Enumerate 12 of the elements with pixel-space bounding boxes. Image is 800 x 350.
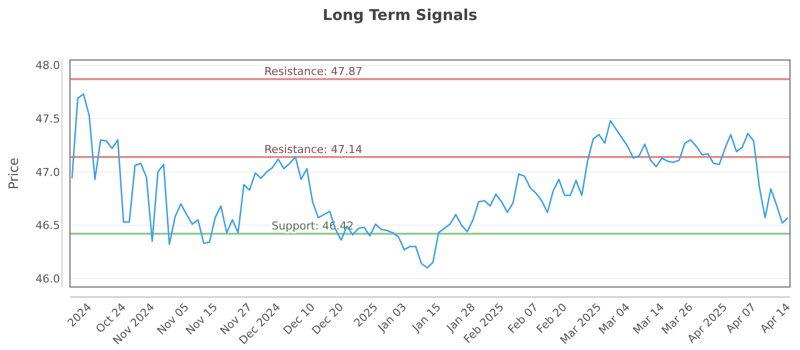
ref-line-label: Resistance: 47.87	[264, 65, 362, 78]
x-tick-label: Apr 14	[758, 300, 793, 336]
ref-line-label: Resistance: 47.14	[264, 142, 362, 156]
y-tick-label: 48.0	[36, 59, 60, 72]
line-series	[71, 93, 789, 269]
y-axis-title: Price	[7, 158, 22, 190]
chart-title: Long Term Signals	[322, 6, 478, 24]
y-tick-label: 47.5	[36, 112, 60, 126]
y-tick-label: 46.5	[36, 219, 60, 232]
y-tick-label: 46.0	[36, 272, 60, 286]
x-tick-label: Jan 15	[409, 300, 444, 335]
y-tick-label: 47.0	[36, 166, 60, 179]
